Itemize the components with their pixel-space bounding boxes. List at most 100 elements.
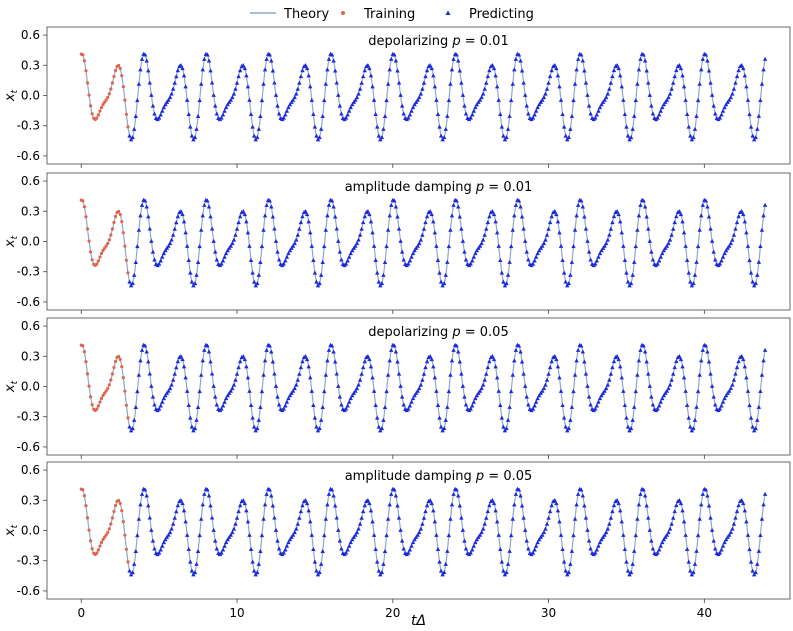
predicting-point (753, 134, 758, 140)
predicting-point (614, 208, 620, 214)
predicting-point (730, 237, 735, 242)
predicting-point (633, 243, 638, 249)
predicting-point (711, 103, 716, 108)
predicting-point (130, 280, 135, 286)
predicting-point (371, 243, 377, 248)
predicting-point (720, 254, 726, 259)
predicting-point (537, 102, 542, 107)
training-point (85, 81, 90, 85)
predicting-point (169, 526, 174, 531)
predicting-point (593, 115, 598, 120)
predicting-point (337, 249, 343, 254)
y-tick-label: -0.3 (17, 554, 40, 568)
predicting-point (641, 343, 646, 348)
predicting-point (152, 257, 157, 262)
predicting-point (362, 214, 367, 219)
predicting-point (756, 259, 762, 264)
y-tick-label: -0.6 (17, 584, 40, 598)
predicting-point (417, 241, 422, 246)
predicting-point (705, 58, 710, 63)
predicting-point (329, 52, 335, 57)
predicting-point (241, 63, 246, 68)
predicting-point (680, 219, 685, 224)
predicting-point (139, 491, 145, 496)
legend: Theory Training Predicting (250, 7, 534, 22)
predicting-point (736, 503, 741, 508)
predicting-point (521, 80, 526, 85)
predicting-point (678, 357, 684, 362)
predicting-point (761, 67, 766, 72)
predicting-point (700, 202, 705, 207)
predicting-point (199, 372, 204, 377)
predicting-point (132, 417, 137, 422)
predicting-point (345, 403, 350, 408)
predicting-point (236, 74, 241, 79)
predicting-point (440, 283, 445, 288)
predicting-point (502, 572, 508, 577)
predicting-point (628, 280, 634, 286)
predicting-point (227, 534, 232, 539)
predicting-point (572, 516, 578, 521)
predicting-point (494, 84, 500, 89)
predicting-point (753, 425, 758, 431)
predicting-point (583, 515, 589, 520)
predicting-point (303, 63, 308, 68)
predicting-point (270, 503, 276, 508)
predicting-point (543, 526, 548, 531)
predicting-point (544, 86, 550, 91)
predicting-point (597, 105, 603, 110)
predicting-point (728, 386, 734, 391)
panel-title: amplitude damping p = 0.05 (345, 469, 533, 484)
predicting-point (199, 516, 204, 521)
training-point (109, 378, 113, 382)
predicting-point (491, 357, 497, 362)
predicting-point (183, 519, 188, 524)
predicting-point (167, 530, 173, 535)
predicting-point (736, 68, 741, 73)
predicting-point (139, 347, 145, 352)
training-point (99, 251, 104, 256)
predicting-point (656, 258, 662, 263)
predicting-point (264, 56, 269, 61)
predicting-point (705, 204, 710, 209)
panel-title: depolarizing p = 0.05 (368, 325, 508, 340)
predicting-point (588, 402, 593, 407)
predicting-point (681, 375, 687, 380)
predicting-point (417, 530, 422, 535)
training-point (81, 199, 85, 203)
predicting-point (318, 272, 324, 277)
predicting-point (370, 519, 375, 524)
predicting-point (276, 402, 282, 407)
predicting-point (498, 546, 503, 552)
predicting-point (418, 382, 424, 387)
predicting-point (367, 212, 372, 217)
predicting-point (314, 279, 319, 284)
predicting-point (744, 84, 749, 89)
predicting-point (630, 126, 635, 131)
predicting-point (130, 425, 135, 431)
predicting-point (385, 372, 391, 377)
predicting-point (290, 97, 296, 102)
predicting-point (304, 66, 310, 71)
predicting-point (717, 406, 723, 411)
predicting-point (708, 226, 713, 231)
panel-title-prefix: amplitude damping (345, 469, 476, 484)
predicting-point (399, 538, 405, 543)
predicting-point (597, 540, 603, 545)
predicting-point (346, 108, 352, 113)
predicting-point (241, 498, 246, 503)
predicting-point (728, 530, 734, 535)
predicting-point (167, 386, 173, 391)
predicting-point (188, 270, 193, 275)
predicting-point (392, 343, 397, 348)
legend-item-predicting: Predicting (445, 7, 534, 22)
predicting-point (230, 386, 235, 391)
predicting-point (756, 404, 762, 409)
training-point (101, 248, 105, 253)
predicting-point (485, 220, 491, 225)
predicting-point (183, 84, 188, 89)
predicting-point (600, 99, 606, 104)
predicting-point (163, 102, 168, 107)
training-point (124, 547, 129, 551)
predicting-point (385, 227, 391, 232)
